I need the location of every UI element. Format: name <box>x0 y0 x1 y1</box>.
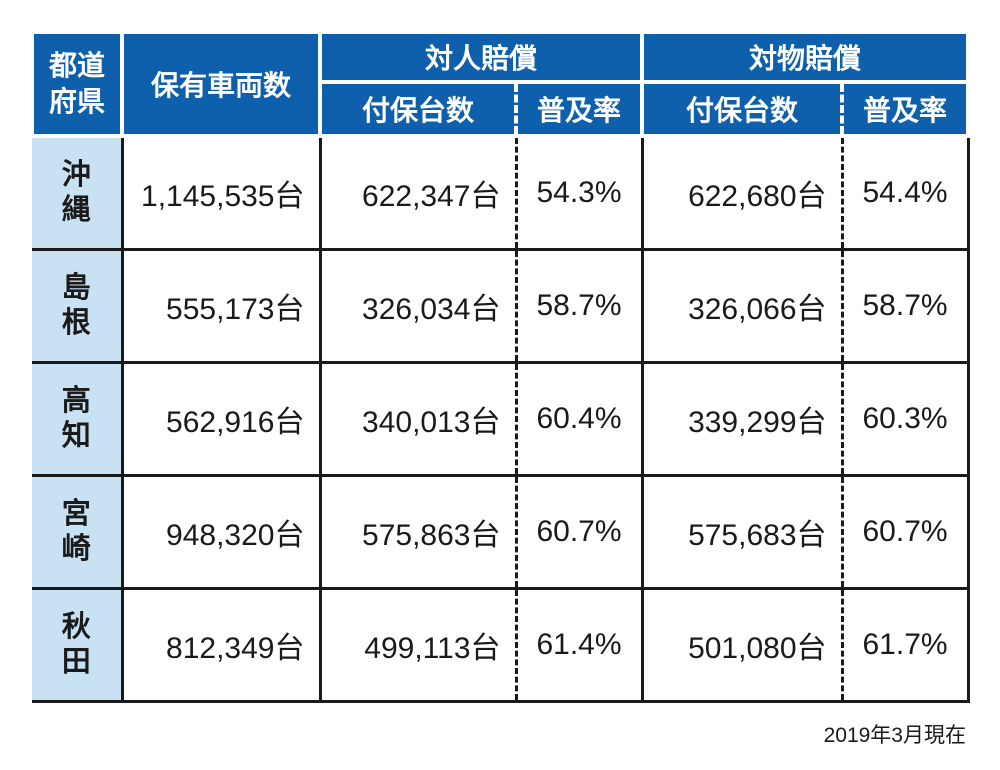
insurance-coverage-table: 都道府県 保有車両数 対人賠償 対物賠償 付保台数 普及率 付保台数 普及率 沖… <box>30 30 971 703</box>
prefecture-cell: 秋田 <box>32 586 124 703</box>
header-taijin-coverage-rate: 普及率 <box>513 80 645 138</box>
header-prefecture-label: 都道府県 <box>48 49 105 117</box>
table-row: 島根 555,173台 326,034台 58.7% 326,066台 58.7… <box>32 247 970 364</box>
header-group-bodily-injury: 対人賠償 <box>317 30 645 84</box>
prefecture-name: 沖縄 <box>61 158 91 226</box>
taijin-rate-cell: 60.4% <box>514 360 644 477</box>
header-taijin-insured-count: 付保台数 <box>318 80 518 138</box>
taijin-insured-cell: 575,863台 <box>318 473 518 590</box>
vehicles-owned-cell: 562,916台 <box>120 360 322 477</box>
taijin-insured-cell: 340,013台 <box>318 360 518 477</box>
as-of-date-note: 2019年3月現在 <box>823 723 966 747</box>
prefecture-cell: 沖縄 <box>32 136 124 251</box>
prefecture-cell: 高知 <box>32 360 124 477</box>
prefecture-cell: 宮崎 <box>32 473 124 590</box>
table-row: 秋田 812,349台 499,113台 61.4% 501,080台 61.7… <box>32 586 970 703</box>
prefecture-name: 宮崎 <box>61 497 91 565</box>
taijin-rate-cell: 61.4% <box>514 586 644 703</box>
prefecture-cell: 島根 <box>32 247 124 364</box>
header-group-row: 都道府県 保有車両数 対人賠償 対物賠償 <box>30 30 971 138</box>
vehicles-owned-cell: 812,349台 <box>120 586 322 703</box>
vehicles-owned-cell: 1,145,535台 <box>120 136 322 251</box>
taibutsu-insured-cell: 622,680台 <box>640 136 844 251</box>
header-taibutsu-coverage-rate: 普及率 <box>840 80 971 138</box>
taijin-rate-cell: 54.3% <box>514 136 644 251</box>
taibutsu-insured-cell: 501,080台 <box>640 586 844 703</box>
vehicles-owned-cell: 948,320台 <box>120 473 322 590</box>
taijin-insured-cell: 326,034台 <box>318 247 518 364</box>
prefecture-name: 高知 <box>61 384 91 452</box>
taibutsu-rate-cell: 60.3% <box>840 360 970 477</box>
table-row: 高知 562,916台 340,013台 60.4% 339,299台 60.3… <box>32 360 970 477</box>
taibutsu-rate-cell: 60.7% <box>840 473 970 590</box>
taibutsu-insured-cell: 339,299台 <box>640 360 844 477</box>
taijin-rate-cell: 58.7% <box>514 247 644 364</box>
taibutsu-rate-cell: 54.4% <box>840 136 970 251</box>
taijin-rate-cell: 60.7% <box>514 473 644 590</box>
taijin-insured-cell: 622,347台 <box>318 136 518 251</box>
header-taibutsu-insured-count: 付保台数 <box>640 80 845 138</box>
header-sub-row: 付保台数 普及率 付保台数 普及率 <box>32 80 971 138</box>
table-row: 沖縄 1,145,535台 622,347台 54.3% 622,680台 54… <box>32 136 970 251</box>
taibutsu-rate-cell: 61.7% <box>840 586 970 703</box>
taijin-insured-cell: 499,113台 <box>318 586 518 703</box>
header-vehicles-owned: 保有車両数 <box>120 30 322 138</box>
header-prefecture: 都道府県 <box>30 30 124 138</box>
vehicles-owned-cell: 555,173台 <box>120 247 322 364</box>
taibutsu-insured-cell: 326,066台 <box>640 247 844 364</box>
taibutsu-rate-cell: 58.7% <box>840 247 970 364</box>
header-group-property-damage: 対物賠償 <box>640 30 971 84</box>
prefecture-name: 島根 <box>61 271 91 339</box>
table-row: 宮崎 948,320台 575,863台 60.7% 575,683台 60.7… <box>32 473 970 590</box>
prefecture-name: 秋田 <box>61 610 91 678</box>
taibutsu-insured-cell: 575,683台 <box>640 473 844 590</box>
